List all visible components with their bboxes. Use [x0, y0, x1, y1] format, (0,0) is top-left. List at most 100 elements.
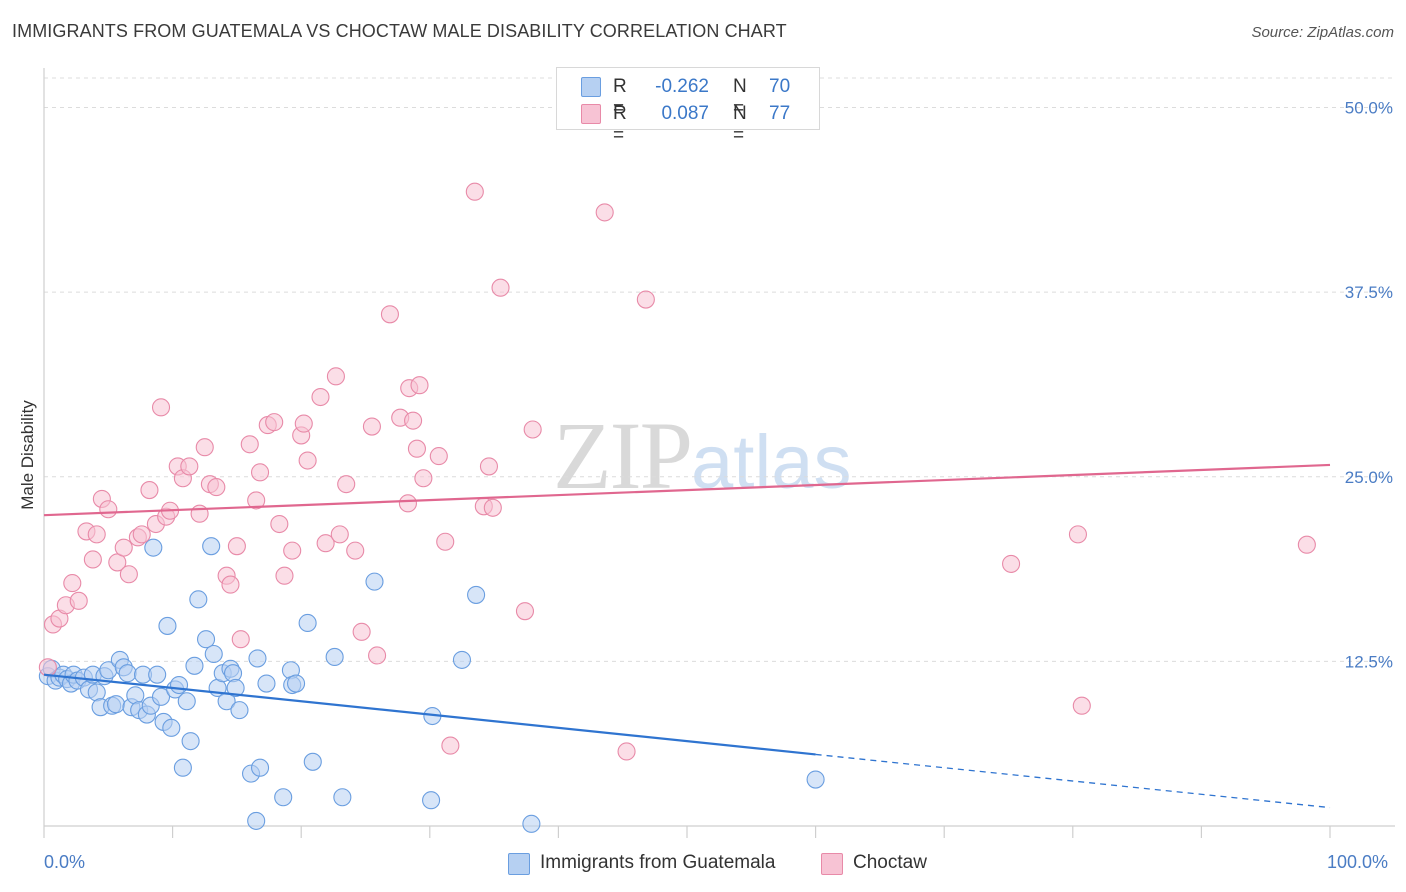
tick-label-layer: 12.5% 25.0% 37.5% 50.0% — [1345, 99, 1393, 672]
choctaw-point — [368, 646, 387, 665]
y-tick-label: 50.0% — [1345, 99, 1393, 118]
guatemala-point — [226, 678, 245, 698]
choctaw-point — [275, 566, 294, 585]
choctaw-point — [491, 278, 510, 297]
choctaw-point — [1072, 696, 1091, 715]
choctaw-point — [140, 481, 159, 500]
choctaw-point — [398, 494, 417, 513]
guatemala-point — [467, 585, 486, 604]
axis-layer — [43, 68, 1395, 838]
guatemala-point — [806, 770, 825, 789]
legend-n-label: N = — [733, 103, 747, 146]
guatemala-point — [144, 538, 163, 557]
guatemala-point — [126, 686, 145, 705]
bottom-legend-swatch-pink — [821, 853, 843, 875]
x-tick-label-max: 100.0% — [1327, 852, 1389, 872]
guatemala-point — [151, 687, 171, 706]
choctaw-trend-line — [43, 463, 1331, 517]
watermark-light: atlas — [691, 420, 852, 505]
guatemala-point — [181, 732, 200, 751]
choctaw-point — [240, 435, 259, 454]
choctaw-point — [195, 438, 214, 457]
choctaw-point — [87, 525, 106, 544]
guatemala-point — [173, 758, 192, 777]
guatemala-point — [248, 649, 267, 668]
legend-n-label: N = — [733, 76, 747, 119]
choctaw-point — [429, 447, 448, 466]
guatemala-point — [250, 758, 270, 777]
choctaw-point — [595, 203, 614, 222]
choctaw-point — [436, 532, 455, 551]
guatemala-point — [230, 701, 249, 720]
choctaw-point — [99, 500, 118, 519]
choctaw-point — [180, 457, 199, 476]
grid-layer — [44, 77, 1395, 662]
legend-swatch-blue — [581, 77, 601, 97]
guatemala-point — [202, 537, 221, 556]
guatemala-point — [118, 664, 137, 683]
choctaw-point — [483, 498, 502, 517]
choctaw-point — [380, 305, 399, 324]
choctaw-point — [523, 420, 542, 439]
choctaw-point — [352, 622, 371, 641]
choctaw-point — [250, 463, 270, 482]
choctaw-point — [1068, 525, 1087, 544]
choctaw-point — [441, 736, 460, 755]
choctaw-point — [114, 538, 133, 557]
choctaw-point — [221, 575, 240, 594]
choctaw-point — [63, 574, 82, 593]
guatemala-point — [257, 674, 276, 693]
choctaw-point — [346, 541, 365, 560]
guatemala-point — [247, 811, 266, 830]
guatemala-point — [303, 752, 322, 771]
chart-source: Source: ZipAtlas.com — [1251, 24, 1394, 41]
choctaw-point — [83, 550, 102, 569]
choctaw-point — [38, 658, 57, 677]
choctaw-point — [69, 591, 88, 610]
guatemala-point — [298, 613, 317, 633]
choctaw-point — [231, 630, 250, 649]
choctaw-point — [617, 742, 636, 761]
choctaw-point — [294, 414, 313, 433]
guatemala-point — [177, 692, 196, 711]
guatemala-point — [196, 630, 216, 649]
choctaw-point — [190, 504, 209, 523]
bottom-legend-label: Choctaw — [853, 852, 927, 873]
choctaw-point — [414, 469, 433, 488]
guatemala-point — [204, 644, 223, 664]
choctaw-point — [119, 565, 138, 584]
choctaw-point — [407, 439, 426, 458]
guatemala-trend-extension — [815, 753, 1331, 809]
choctaw-point — [479, 457, 499, 476]
choctaw-point — [404, 411, 423, 430]
guatemala-point — [106, 695, 126, 714]
guatemala-point — [452, 650, 472, 669]
choctaw-point — [410, 376, 429, 395]
guatemala-point — [325, 647, 344, 667]
guatemala-point — [189, 590, 208, 609]
legend-r-label: R = — [613, 76, 627, 119]
choctaw-point — [151, 398, 171, 417]
guatemala-point — [185, 656, 204, 675]
choctaw-point — [326, 367, 345, 386]
choctaw-point — [362, 417, 381, 436]
choctaw-point — [247, 491, 266, 510]
guatemala-point — [148, 665, 167, 684]
guatemala-point — [223, 664, 243, 683]
choctaw-point — [298, 451, 317, 470]
trend-layer — [43, 463, 1331, 809]
choctaw-point — [330, 525, 349, 544]
guatemala-trend-line — [43, 673, 816, 756]
choctaw-point — [283, 541, 302, 560]
guatemala-point — [333, 788, 352, 807]
choctaw-point — [515, 602, 535, 621]
choctaw-point — [465, 182, 484, 201]
choctaw-point — [316, 534, 335, 553]
points-layer — [38, 182, 1316, 833]
correlation-legend: R = -0.262 N = 70 R = 0.087 N = 77 — [556, 67, 820, 146]
legend-r-label: R = — [613, 103, 627, 146]
guatemala-point — [87, 683, 106, 702]
choctaw-point — [270, 514, 289, 534]
chart-title: IMMIGRANTS FROM GUATEMALA VS CHOCTAW MAL… — [12, 21, 787, 41]
guatemala-point — [169, 675, 189, 695]
